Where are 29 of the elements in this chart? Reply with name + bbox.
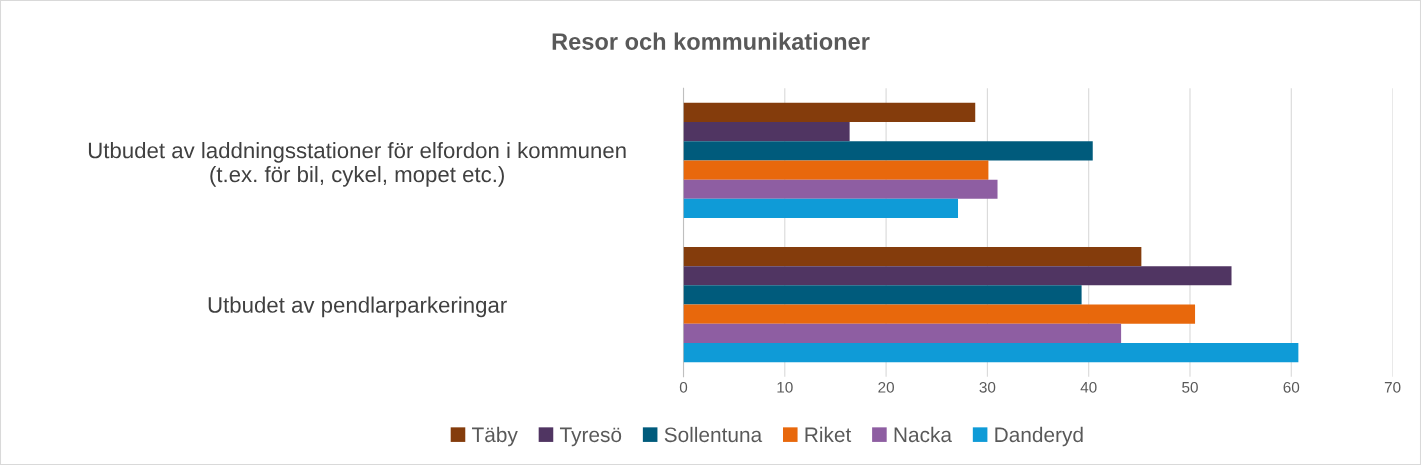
legend-label: Nacka	[894, 426, 952, 443]
chart-title: Resor och kommunikationer	[552, 32, 870, 50]
x-tick-label: 20	[878, 381, 894, 393]
legend-label: Riket	[805, 426, 852, 443]
bar	[683, 160, 989, 180]
bar	[683, 266, 1232, 286]
bar	[683, 323, 1122, 344]
legend-label: Danderyd	[995, 426, 1083, 447]
bar	[683, 179, 998, 199]
x-tick-label: 0	[679, 381, 688, 393]
x-tick-label: 50	[1182, 381, 1198, 393]
bar	[683, 102, 976, 122]
x-tick-label: 70	[1384, 381, 1401, 393]
x-tick-label: 10	[777, 381, 793, 393]
x-tick-label: 60	[1283, 381, 1300, 393]
bar	[683, 343, 1299, 363]
legend-label: Sollentuna	[664, 426, 763, 443]
x-tick-label: 40	[1080, 381, 1097, 393]
legend-label: Täby	[472, 426, 518, 447]
legend-label: Tyresö	[559, 427, 622, 447]
x-tick-label: 30	[979, 381, 996, 393]
bar	[683, 198, 959, 219]
bar	[683, 121, 850, 142]
bar	[683, 141, 1093, 161]
bar	[683, 285, 1082, 305]
bar	[683, 246, 1142, 267]
y-tick-label: Utbudet av laddningsstationer för elfordon i kommunen (t.ex. för bil, cykel, mopet etc.)	[88, 142, 626, 187]
bar	[683, 304, 1196, 324]
y-tick-label: Utbudet av pendlarparkeringar	[208, 296, 507, 318]
